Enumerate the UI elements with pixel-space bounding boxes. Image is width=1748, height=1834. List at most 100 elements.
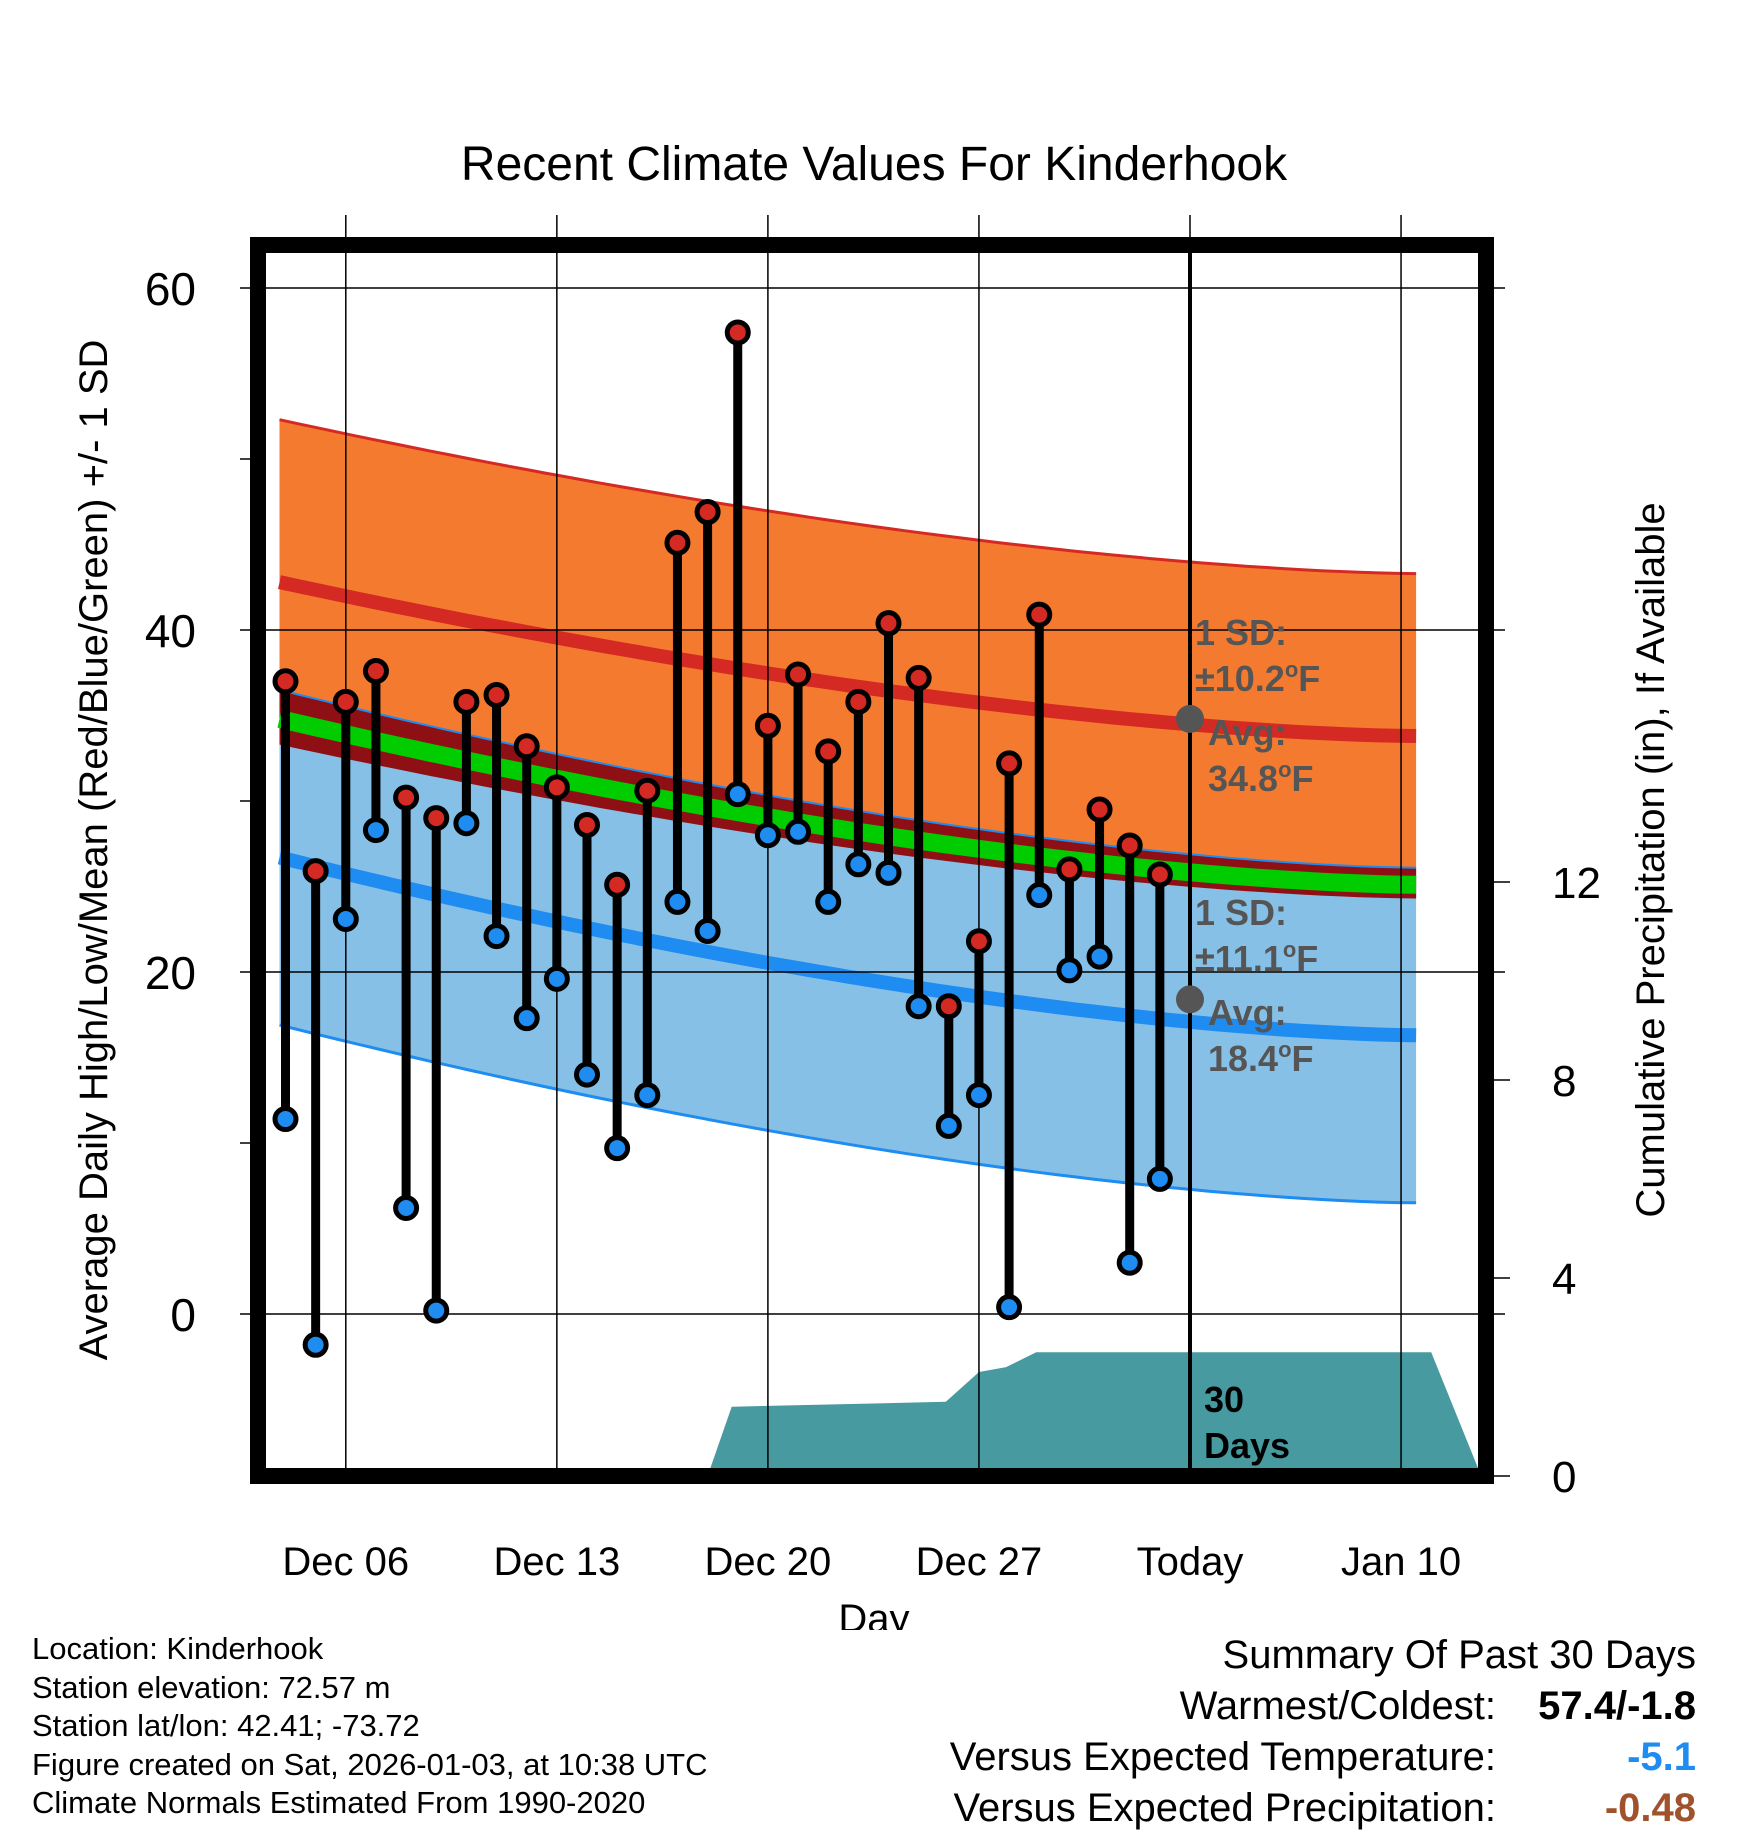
normal-low-line bbox=[277, 850, 1417, 1043]
y-tick-label: 60 bbox=[145, 263, 196, 315]
location-text: Location: Kinderhook bbox=[32, 1631, 324, 1666]
y-axis-label: Average Daily High/Low/Mean (Red/Blue/Gr… bbox=[72, 340, 116, 1361]
high-dot bbox=[935, 993, 962, 1020]
low-dot bbox=[362, 817, 389, 844]
low-sd-annotation-line1: 1 SD: bbox=[1195, 892, 1287, 933]
low-dot bbox=[453, 810, 480, 837]
summary-title: Summary Of Past 30 Days bbox=[1222, 1633, 1696, 1677]
low-dot bbox=[754, 822, 781, 849]
days-label-line1: 30 bbox=[1204, 1379, 1244, 1420]
high-sd-annotation: 1 SD:±10.2oF bbox=[1195, 612, 1320, 699]
days-label-line2: Days bbox=[1204, 1425, 1290, 1466]
x-tick-label: Dec 13 bbox=[493, 1540, 620, 1584]
grid-lines bbox=[240, 215, 1505, 1476]
low-dot bbox=[1026, 882, 1053, 909]
low-avg-annotation-degree: o bbox=[1278, 1037, 1291, 1062]
daily-range-sticks bbox=[281, 332, 1165, 1345]
low-dot bbox=[724, 781, 751, 808]
high-sd-annotation-degree: o bbox=[1285, 657, 1298, 682]
high-dot bbox=[362, 658, 389, 685]
precip-cumulative-area bbox=[707, 1352, 1478, 1476]
high-dot bbox=[393, 784, 420, 811]
low-sd-annotation-unit: F bbox=[1296, 938, 1318, 979]
high-dot bbox=[1086, 796, 1113, 823]
x-tick-label: Jan 10 bbox=[1341, 1540, 1461, 1584]
high-dot bbox=[604, 871, 631, 898]
low-dot bbox=[996, 1294, 1023, 1321]
low-dot bbox=[664, 888, 691, 915]
y2-tick-label: 0 bbox=[1552, 1453, 1576, 1502]
temp-departure-label: Versus Expected Temperature: bbox=[949, 1735, 1496, 1779]
high-dot bbox=[845, 688, 872, 715]
high-dot bbox=[1116, 832, 1143, 859]
low-dot bbox=[272, 1106, 299, 1133]
low-avg-annotation-value: 18.4 bbox=[1208, 1038, 1278, 1079]
y2-tick-label: 8 bbox=[1552, 1057, 1576, 1106]
low-dot bbox=[935, 1112, 962, 1139]
created-text: Figure created on Sat, 2026-01-03, at 10… bbox=[32, 1746, 708, 1782]
daily-dots bbox=[272, 319, 1173, 1358]
normal-high-today-dot bbox=[1176, 704, 1204, 733]
low-lower-edge bbox=[279, 1023, 1417, 1205]
x-tick-label: Today bbox=[1137, 1540, 1244, 1584]
low-dot bbox=[965, 1082, 992, 1109]
low-dot bbox=[302, 1331, 329, 1358]
plot-frame bbox=[250, 237, 1494, 1484]
low-dot bbox=[574, 1061, 600, 1088]
summary-panel: Summary Of Past 30 Days Warmest/Coldest:… bbox=[950, 1630, 1696, 1834]
low-sd-annotation-value: ±11.1 bbox=[1195, 938, 1283, 979]
precip-departure-value: -0.48 bbox=[1604, 1786, 1696, 1830]
warmest-coldest-label: Warmest/Coldest: bbox=[1179, 1684, 1496, 1728]
high-sd-annotation-line1: 1 SD: bbox=[1195, 612, 1287, 653]
normal-bands bbox=[277, 418, 1417, 1205]
low-sd-annotation-degree: o bbox=[1283, 937, 1296, 962]
high-dot bbox=[302, 858, 329, 885]
high-dot bbox=[996, 750, 1023, 777]
x-tick-label: Dec 20 bbox=[705, 1540, 832, 1584]
high-avg-annotation: Avg:34.8oF bbox=[1208, 712, 1314, 799]
x-tick-label: Dec 27 bbox=[916, 1540, 1043, 1584]
high-dot bbox=[664, 529, 691, 556]
y2-tick-label: 12 bbox=[1552, 859, 1601, 908]
high-dot bbox=[513, 733, 540, 760]
high-dot bbox=[724, 319, 751, 346]
low-avg-annotation-line2: 18.4oF bbox=[1208, 1037, 1314, 1079]
high-dot bbox=[875, 610, 902, 637]
y-tick-label: 0 bbox=[170, 1289, 196, 1341]
low-dot bbox=[513, 1005, 540, 1032]
y-tick-label: 40 bbox=[145, 605, 196, 657]
axes: 0 20 40 60 0 4 8 12 Dec 06 Dec 13 Dec 20 Dec 27 Toda… bbox=[72, 237, 1673, 1630]
y-tick-label: 20 bbox=[145, 947, 196, 999]
normal-high-line bbox=[278, 575, 1417, 743]
high-dot bbox=[634, 777, 661, 804]
low-dot bbox=[423, 1297, 450, 1324]
x-axis-label: Day bbox=[838, 1597, 909, 1630]
low-dot bbox=[1146, 1165, 1173, 1192]
normals-text: Climate Normals Estimated From 1990-2020 bbox=[32, 1785, 646, 1820]
high-dot bbox=[694, 499, 721, 526]
low-dot bbox=[634, 1082, 661, 1109]
high-dot bbox=[453, 688, 480, 715]
low-dot bbox=[483, 923, 510, 950]
low-dot bbox=[332, 905, 359, 932]
low-dot bbox=[604, 1135, 631, 1162]
warmest-coldest-value: 57.4/-1.8 bbox=[1538, 1684, 1696, 1728]
low-dot bbox=[1116, 1249, 1143, 1276]
precip-departure-label: Versus Expected Precipitation: bbox=[953, 1786, 1496, 1830]
high-dot bbox=[483, 681, 510, 708]
low-avg-annotation-unit: F bbox=[1292, 1038, 1314, 1079]
low-dot bbox=[1056, 957, 1083, 984]
high-sd-annotation-value: ±10.2 bbox=[1195, 658, 1285, 699]
low-dot bbox=[543, 965, 570, 992]
low-dot bbox=[694, 917, 721, 944]
low-sd-annotation: 1 SD:±11.1oF bbox=[1195, 892, 1318, 979]
low-dot bbox=[905, 993, 932, 1020]
high-dot bbox=[332, 688, 359, 715]
high-dot bbox=[423, 805, 450, 832]
station-info: Location: Kinderhook Station elevation: … bbox=[32, 1630, 708, 1823]
low-sd-annotation-line2: ±11.1oF bbox=[1195, 937, 1318, 979]
low-avg-annotation: Avg:18.4oF bbox=[1208, 992, 1314, 1079]
y2-tick-label: 4 bbox=[1552, 1255, 1576, 1304]
latlon-text: Station lat/lon: 42.41; -73.72 bbox=[32, 1708, 420, 1743]
